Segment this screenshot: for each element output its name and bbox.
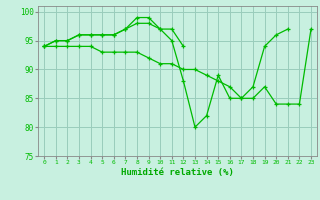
X-axis label: Humidité relative (%): Humidité relative (%) [121,168,234,177]
